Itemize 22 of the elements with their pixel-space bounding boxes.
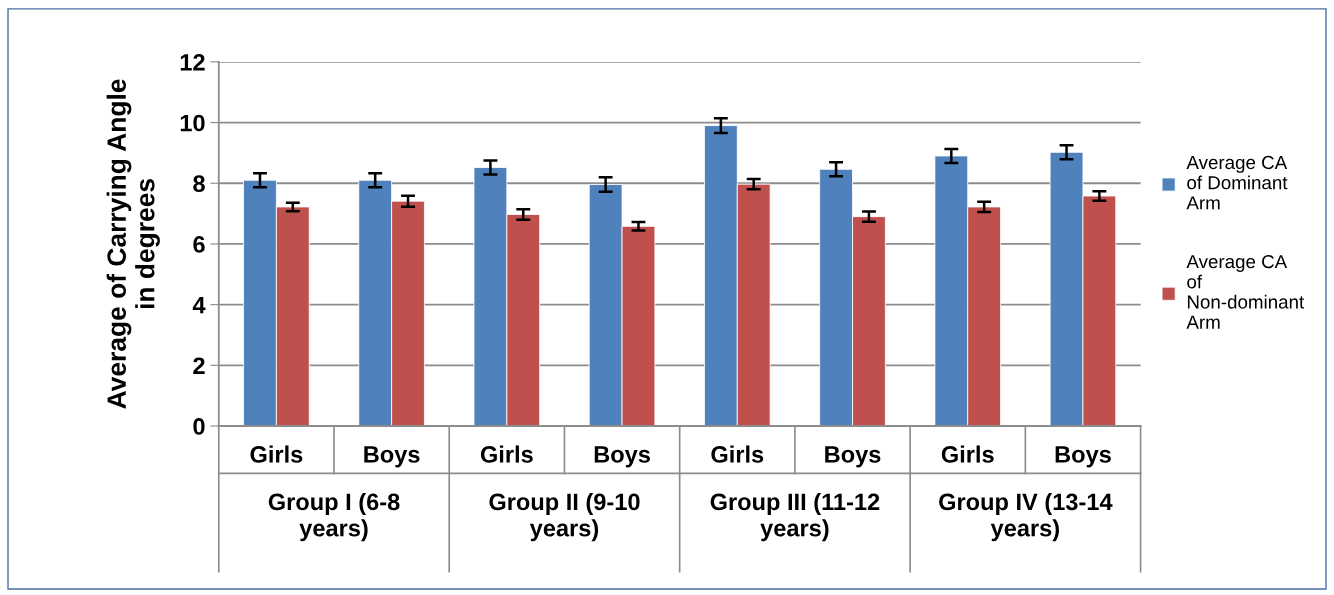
- legend-label: Average CA of Non-dominant Arm: [1186, 254, 1305, 329]
- y-tick-label: 10: [180, 114, 205, 132]
- y-tick-label: 12: [180, 53, 205, 71]
- x-tick-label: Girls: [711, 445, 764, 463]
- x-tick-label: Girls: [250, 445, 303, 463]
- x-tick-label: Boys: [1055, 446, 1111, 468]
- x-tick-label: Boys: [594, 446, 650, 468]
- y-tick-label: 2: [193, 357, 205, 374]
- text: Group II (9-10 years): [489, 492, 640, 542]
- y-axis-title: Average of Carrying Angle in degrees: [106, 79, 160, 409]
- y-tick-label: 4: [192, 296, 206, 314]
- y-tick-label: 8: [193, 175, 205, 193]
- legend-label: Average CA of Dominant Arm: [1186, 155, 1288, 210]
- y-tick-label: 0: [193, 418, 205, 435]
- text: Group IV (13-14 years): [939, 492, 1113, 542]
- x-tick-label: Boys: [364, 446, 420, 468]
- x-tick-label: Girls: [941, 445, 994, 463]
- x-tick-label: Boys: [825, 446, 881, 468]
- x-tick-label: Girls: [480, 445, 533, 463]
- text: Group III (11-12 years): [710, 492, 880, 542]
- y-tick-label: 6: [193, 236, 205, 253]
- text: Group I (6-8 years): [268, 492, 400, 542]
